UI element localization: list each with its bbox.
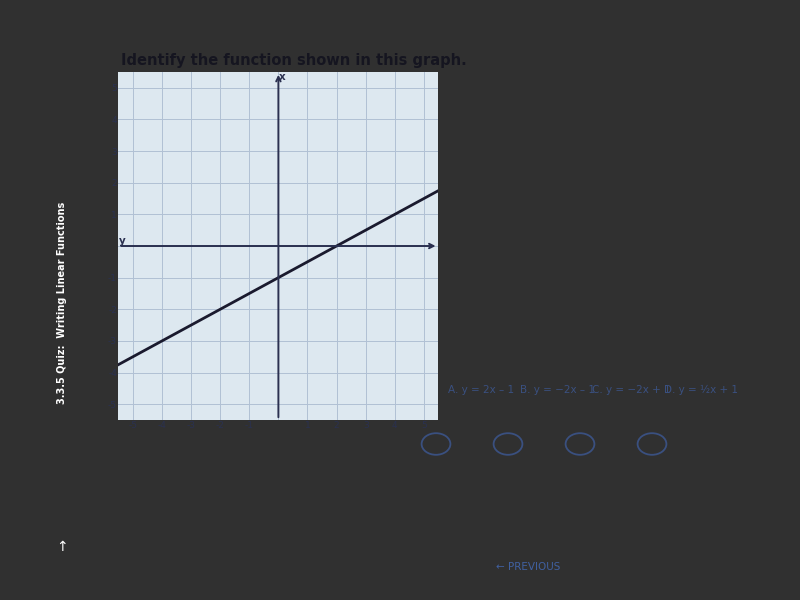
Text: 3.3.5 Quiz:  Writing Linear Functions: 3.3.5 Quiz: Writing Linear Functions	[57, 202, 67, 404]
Text: y: y	[119, 236, 126, 246]
Text: B. y = −2x – 1: B. y = −2x – 1	[520, 385, 595, 395]
Text: ↑: ↑	[56, 541, 68, 554]
Text: C. y = −2x + 1: C. y = −2x + 1	[592, 385, 670, 395]
Text: A. y = 2x – 1: A. y = 2x – 1	[448, 385, 514, 395]
Text: D. y = ½x + 1: D. y = ½x + 1	[664, 385, 738, 395]
Text: ← PREVIOUS: ← PREVIOUS	[496, 562, 560, 572]
Text: Identify the function shown in this graph.: Identify the function shown in this grap…	[121, 53, 466, 68]
Text: x: x	[278, 72, 286, 82]
